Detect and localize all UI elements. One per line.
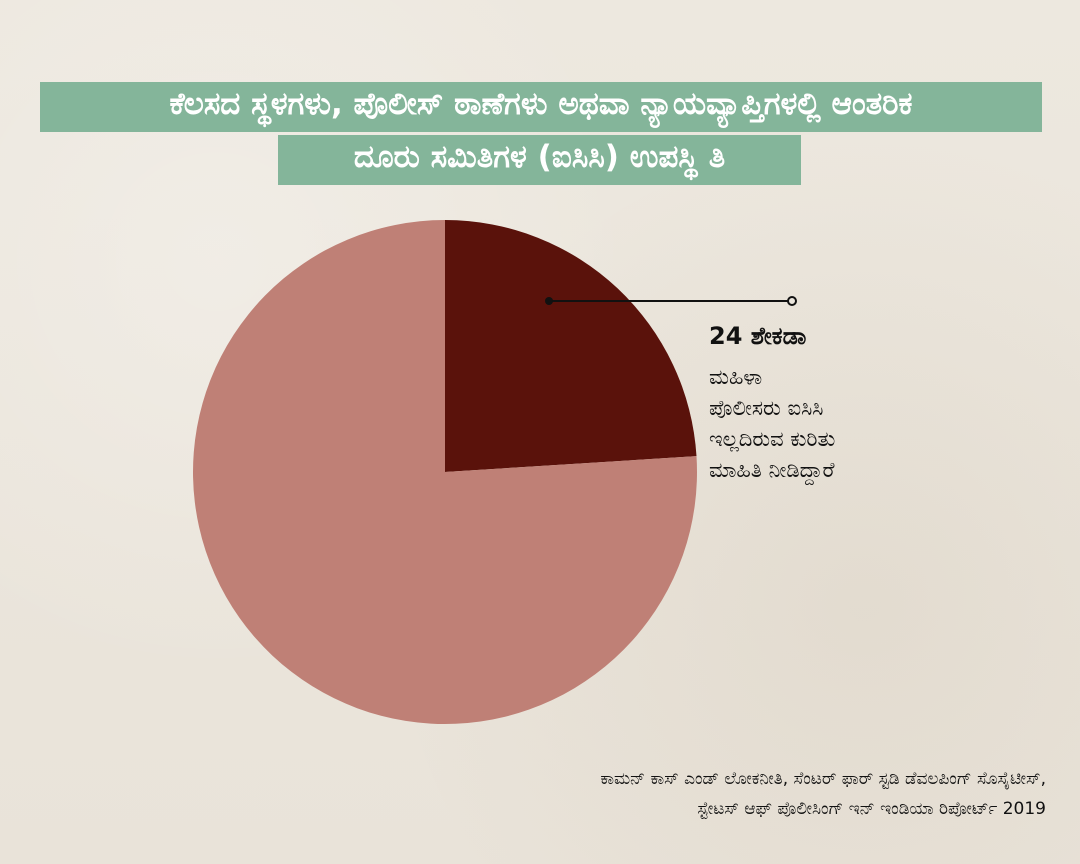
pie-slice-other xyxy=(193,220,697,724)
source-note: ಕಾಮನ್ ಕಾಸ್ ಎಂಡ್ ಲೋಕನೀತಿ, ಸೆಂಟರ್ ಫಾರ್ ಸ್ಟ… xyxy=(346,764,1046,824)
source-line-2: ಸ್ಟೇಟಸ್ ಆಫ್ ಪೊಲೀಸಿಂಗ್ ಇನ್ ಇಂಡಿಯಾ ರಿಪೋರ್ಟ… xyxy=(697,799,1046,819)
chart-title-line-1: ಕೆಲಸದ ಸ್ಥಳಗಳು, ಪೊಲೀಸ್ ಠಾಣೆಗಳು ಅಥವಾ ನ್ಯಾಯ… xyxy=(40,82,1042,132)
pie-slice-highlight xyxy=(445,220,697,472)
callout-value: 24 ಶೇಕಡಾ xyxy=(709,322,807,350)
callout-end-dot xyxy=(787,296,797,306)
callout-description: ಮಹಿಳಾ ಪೊಲೀಸರು ಐಸಿಸಿ ಇಲ್ಲದಿರುವ ಕುರಿತು ಮಾಹ… xyxy=(709,365,836,482)
source-line-1: ಕಾಮನ್ ಕಾಸ್ ಎಂಡ್ ಲೋಕನೀತಿ, ಸೆಂಟರ್ ಫಾರ್ ಸ್ಟ… xyxy=(600,769,1046,789)
callout-start-dot xyxy=(545,297,553,305)
chart-title-line-2: ದೂರು ಸಮಿತಿಗಳ (ಐಸಿಸಿ) ಉಪಸ್ಥಿ ತಿ xyxy=(278,135,801,185)
